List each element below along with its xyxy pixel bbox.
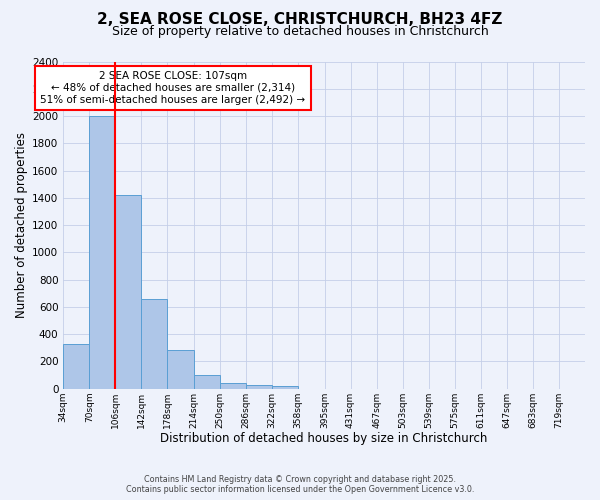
Bar: [194, 375, 220, 388]
Text: Contains HM Land Registry data © Crown copyright and database right 2025.
Contai: Contains HM Land Registry data © Crown c…: [126, 474, 474, 494]
Text: 2 SEA ROSE CLOSE: 107sqm
← 48% of detached houses are smaller (2,314)
51% of sem: 2 SEA ROSE CLOSE: 107sqm ← 48% of detach…: [40, 72, 305, 104]
X-axis label: Distribution of detached houses by size in Christchurch: Distribution of detached houses by size …: [160, 432, 488, 445]
Bar: [245, 384, 272, 388]
Bar: [272, 386, 298, 388]
Bar: [115, 195, 142, 388]
Bar: [167, 350, 194, 389]
Bar: [220, 382, 245, 388]
Bar: [142, 300, 167, 388]
Bar: [63, 344, 89, 389]
Y-axis label: Number of detached properties: Number of detached properties: [15, 132, 28, 318]
Text: Size of property relative to detached houses in Christchurch: Size of property relative to detached ho…: [112, 25, 488, 38]
Bar: [89, 116, 115, 388]
Text: 2, SEA ROSE CLOSE, CHRISTCHURCH, BH23 4FZ: 2, SEA ROSE CLOSE, CHRISTCHURCH, BH23 4F…: [97, 12, 503, 28]
